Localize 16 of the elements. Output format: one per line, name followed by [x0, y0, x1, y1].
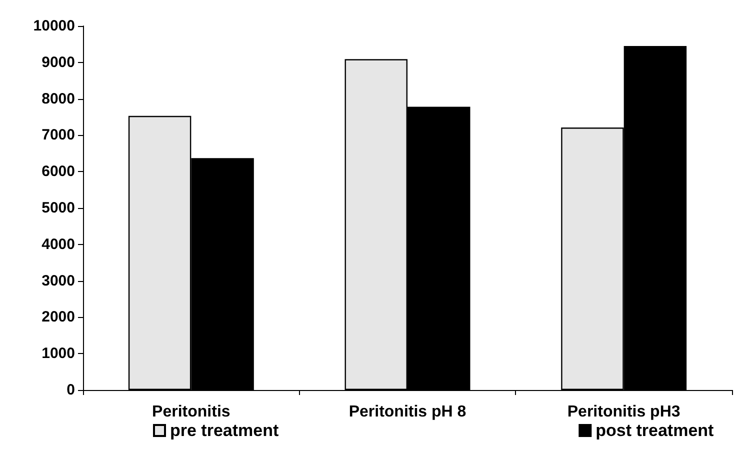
x-tick-label: Peritonitis pH 8 — [348, 404, 466, 420]
x-tick-label: Peritonitis — [152, 404, 230, 420]
y-tick-label: 7000 — [42, 126, 75, 144]
y-tick-label: 4000 — [42, 236, 75, 253]
y-tick-label: 3000 — [42, 272, 75, 290]
x-tick-label: Peritonitis pH3 — [567, 404, 680, 420]
legend-label: post treatment — [596, 421, 714, 440]
legend-label: pre treatment — [170, 421, 279, 440]
y-tick-label: 10000 — [33, 18, 75, 34]
y-tick-label: 9000 — [42, 54, 75, 71]
y-tick-label: 6000 — [42, 163, 75, 180]
y-tick-label: 5000 — [42, 200, 75, 216]
y-tick-label: 2000 — [42, 308, 75, 326]
y-tick-label: 0 — [66, 382, 75, 398]
y-tick-label: 1000 — [42, 345, 75, 362]
y-tick-label: 8000 — [42, 90, 75, 108]
